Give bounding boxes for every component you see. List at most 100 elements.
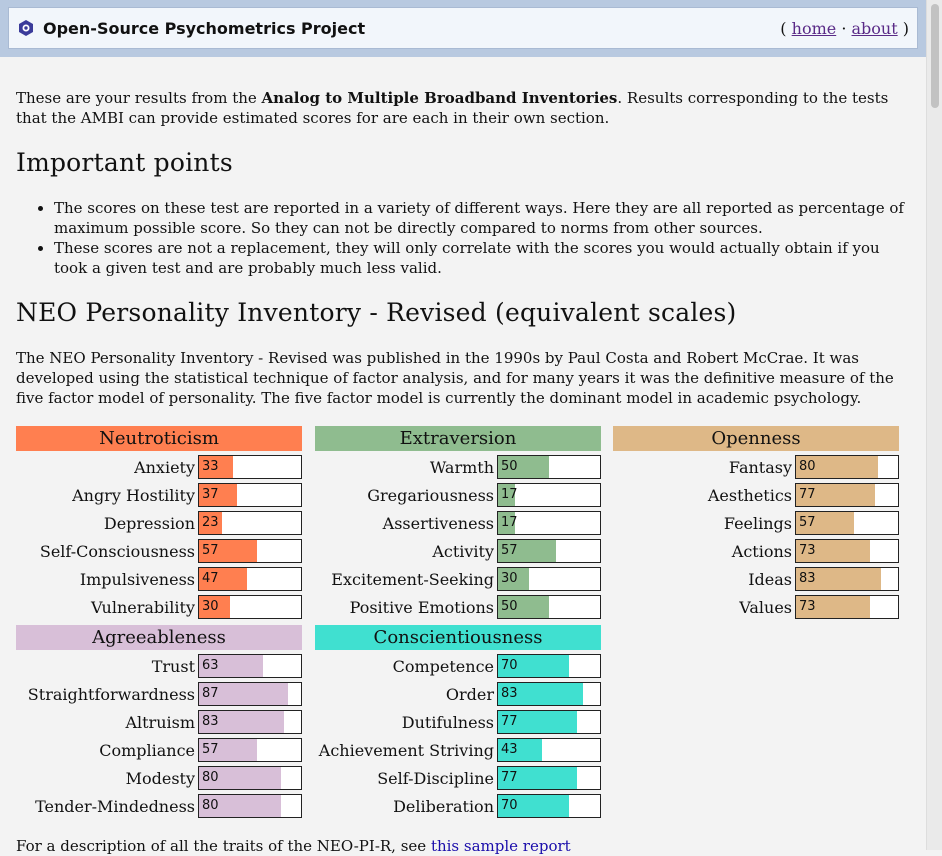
facet-label: Excitement-Seeking <box>331 569 494 589</box>
facet-label: Actions <box>731 541 792 561</box>
facet-score: 83 <box>799 571 816 586</box>
facet-row: Order 83 <box>315 680 601 708</box>
important-point: The scores on these test are reported in… <box>54 198 911 238</box>
important-points-list: The scores on these test are reported in… <box>16 198 911 278</box>
facet-score: 33 <box>202 459 219 474</box>
facet-score: 80 <box>799 459 816 474</box>
facet-bar: 50 <box>497 595 601 619</box>
facet-label: Activity <box>432 541 494 561</box>
page-scrollbar[interactable] <box>926 0 942 850</box>
facet-bar: 73 <box>795 539 899 563</box>
facet-label: Gregariousness <box>367 485 494 505</box>
facet-score: 17 <box>501 487 518 502</box>
facet-row: Angry Hostility 37 <box>16 481 302 509</box>
facet-score: 30 <box>501 571 518 586</box>
facet-score: 73 <box>799 543 816 558</box>
sample-report-link[interactable]: this sample report <box>430 837 571 855</box>
facet-row: Warmth 50 <box>315 453 601 481</box>
facet-row: Aesthetics 77 <box>613 481 899 509</box>
facet-bar-fill <box>199 456 233 478</box>
facet-bar: 70 <box>497 654 601 678</box>
facet-bar-fill <box>199 512 223 534</box>
facet-score: 37 <box>202 487 219 502</box>
nav-open-paren: ( <box>780 18 787 38</box>
facet-bar-fill <box>498 512 516 534</box>
facet-bar-fill <box>199 795 281 817</box>
important-point: These scores are not a replacement, they… <box>54 238 911 278</box>
facet-row: Fantasy 80 <box>613 453 899 481</box>
facet-bar-fill <box>796 540 871 562</box>
facet-bar-fill <box>796 568 881 590</box>
facet-label: Warmth <box>429 457 494 477</box>
facet-label: Depression <box>103 513 195 533</box>
facet-label: Competence <box>392 656 494 676</box>
facet-score: 50 <box>501 599 518 614</box>
facet-bar-fill <box>498 596 549 618</box>
facet-label: Dutifulness <box>401 712 494 732</box>
facet-bar: 83 <box>795 567 899 591</box>
facet-bar-fill <box>199 568 247 590</box>
facet-bar-fill <box>498 767 577 789</box>
trait-header: Agreeableness <box>16 625 302 650</box>
facet-bar-fill <box>498 795 570 817</box>
facet-row: Excitement-Seeking 30 <box>315 565 601 593</box>
facet-bar-fill <box>796 512 855 534</box>
facet-row: Depression 23 <box>16 509 302 537</box>
trait-panel-conscientiousness: Conscientiousness Competence 70 Order 83 Duti… <box>315 625 601 820</box>
facet-bar: 70 <box>497 794 601 818</box>
facet-bar-fill <box>498 456 549 478</box>
trait-panel-extraversion: Extraversion Warmth 50 Gregariousness 17 Asse… <box>315 426 601 621</box>
facet-bar: 80 <box>198 794 302 818</box>
facet-bar: 77 <box>497 766 601 790</box>
facet-row: Deliberation 70 <box>315 792 601 820</box>
facet-score: 30 <box>202 599 219 614</box>
facet-label: Modesty <box>125 768 195 788</box>
facet-row: Compliance 57 <box>16 736 302 764</box>
trait-header: Extraversion <box>315 426 601 451</box>
nav-home-link[interactable]: home <box>791 18 837 38</box>
facet-score: 77 <box>799 487 816 502</box>
facet-bar: 17 <box>497 483 601 507</box>
facet-row: Competence 70 <box>315 652 601 680</box>
site-title: Open-Source Psychometrics Project <box>17 19 365 38</box>
trait-panel-openness: Openness Fantasy 80 Aesthetics 77 Feelings 57 A… <box>613 426 899 621</box>
facet-bar: 57 <box>795 511 899 535</box>
facet-row: Self-Discipline 77 <box>315 764 601 792</box>
facet-label: Self-Consciousness <box>39 541 195 561</box>
facet-score: 73 <box>799 599 816 614</box>
facet-label: Ideas <box>748 569 792 589</box>
facet-label: Angry Hostility <box>72 485 195 505</box>
facet-row: Feelings 57 <box>613 509 899 537</box>
facet-row: Trust 63 <box>16 652 302 680</box>
facet-bar: 57 <box>198 539 302 563</box>
nav-about-link[interactable]: about <box>851 18 898 38</box>
facet-score: 80 <box>202 770 219 785</box>
facet-bar: 37 <box>198 483 302 507</box>
facet-bar-fill <box>796 456 878 478</box>
facet-bar-fill <box>796 596 871 618</box>
facet-bar-fill <box>796 484 875 506</box>
facet-label: Tender-Mindedness <box>35 796 195 816</box>
facet-bar-fill <box>199 739 258 761</box>
facet-label: Deliberation <box>393 796 494 816</box>
facet-score: 77 <box>501 770 518 785</box>
site-header-box: Open-Source Psychometrics Project ( home… <box>8 7 918 49</box>
facet-row: Values 73 <box>613 593 899 621</box>
facet-label: Fantasy <box>728 457 792 477</box>
facet-score: 80 <box>202 798 219 813</box>
important-points-heading: Important points <box>16 148 233 177</box>
facet-score: 57 <box>202 742 219 757</box>
facet-label: Compliance <box>99 740 195 760</box>
facet-bar: 47 <box>198 567 302 591</box>
facet-bar-fill <box>199 767 281 789</box>
footer-text: For a description of all the traits of t… <box>16 837 431 855</box>
facet-bar: 50 <box>497 455 601 479</box>
scrollbar-thumb[interactable] <box>931 4 939 108</box>
intro-post: . Results corresponding to the tests tha… <box>16 89 889 127</box>
facet-bar: 77 <box>497 710 601 734</box>
facet-bar: 23 <box>198 511 302 535</box>
trait-panel-agreeableness: Agreeableness Trust 63 Straightforwardness 8… <box>16 625 302 820</box>
facet-label: Vulnerability <box>91 597 195 617</box>
facet-label: Impulsiveness <box>79 569 195 589</box>
trait-header: Neutroticism <box>16 426 302 451</box>
